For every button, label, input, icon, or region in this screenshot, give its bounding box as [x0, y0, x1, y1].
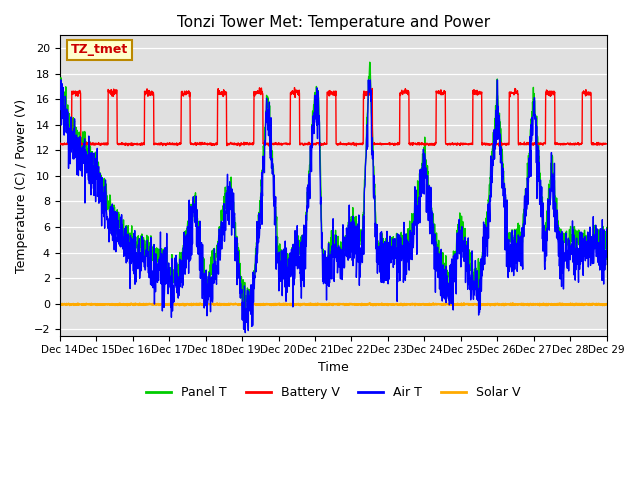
- Solar V: [56, 302, 63, 308]
- Air T: [84, 155, 92, 161]
- Battery V: [323, 141, 330, 146]
- Solar V: [84, 301, 92, 307]
- Battery V: [56, 142, 63, 147]
- Solar V: [487, 301, 495, 307]
- Battery V: [291, 85, 298, 91]
- Line: Panel T: Panel T: [60, 62, 607, 307]
- Panel T: [56, 85, 63, 91]
- Air T: [56, 77, 64, 83]
- Panel T: [322, 257, 330, 263]
- Battery V: [487, 141, 495, 147]
- Title: Tonzi Tower Met: Temperature and Power: Tonzi Tower Met: Temperature and Power: [177, 15, 490, 30]
- X-axis label: Time: Time: [318, 361, 349, 374]
- Air T: [603, 226, 611, 232]
- Line: Solar V: Solar V: [60, 303, 607, 306]
- Battery V: [588, 141, 595, 146]
- Air T: [56, 105, 63, 111]
- Legend: Panel T, Battery V, Air T, Solar V: Panel T, Battery V, Air T, Solar V: [141, 382, 525, 405]
- Air T: [308, 140, 316, 145]
- Solar V: [588, 301, 595, 307]
- Solar V: [460, 300, 468, 306]
- Panel T: [84, 146, 92, 152]
- Air T: [323, 265, 330, 271]
- Line: Air T: Air T: [60, 80, 607, 333]
- Battery V: [308, 142, 316, 147]
- Panel T: [241, 304, 249, 310]
- Battery V: [236, 143, 244, 149]
- Text: TZ_tmet: TZ_tmet: [70, 43, 128, 56]
- Air T: [241, 330, 249, 336]
- Panel T: [588, 234, 595, 240]
- Line: Battery V: Battery V: [60, 88, 607, 146]
- Battery V: [84, 142, 92, 147]
- Solar V: [322, 302, 330, 308]
- Solar V: [244, 303, 252, 309]
- Panel T: [308, 141, 316, 146]
- Y-axis label: Temperature (C) / Power (V): Temperature (C) / Power (V): [15, 98, 28, 273]
- Solar V: [308, 301, 316, 307]
- Panel T: [588, 239, 595, 244]
- Panel T: [366, 60, 374, 65]
- Air T: [487, 153, 495, 159]
- Panel T: [487, 158, 495, 164]
- Air T: [588, 234, 595, 240]
- Battery V: [588, 91, 595, 97]
- Air T: [588, 242, 595, 248]
- Battery V: [603, 141, 611, 147]
- Panel T: [603, 225, 611, 230]
- Solar V: [603, 301, 611, 307]
- Solar V: [588, 301, 595, 307]
